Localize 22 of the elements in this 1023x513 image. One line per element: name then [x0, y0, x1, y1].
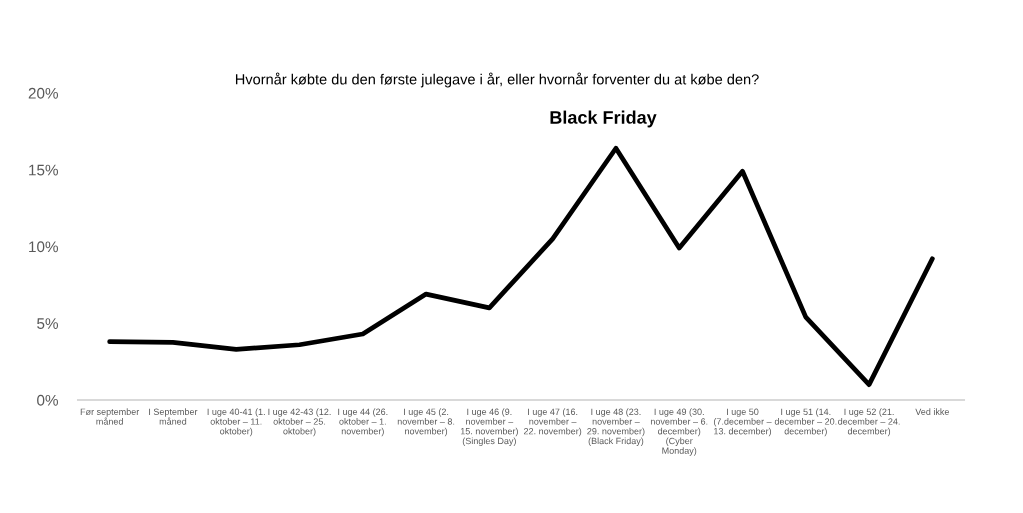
x-tick-label: I uge 47 (16. november – 22. november)	[524, 408, 582, 437]
x-tick-label: I uge 46 (9. november – 15. november) (Singles Day)	[460, 408, 518, 446]
y-tick-label: 10%	[29, 241, 59, 253]
x-tick-label: I uge 50 (7.december – 13. december)	[713, 408, 772, 437]
x-tick-label: I uge 40-41 (1. oktober – 11. oktober)	[207, 408, 265, 437]
x-tick-label: I uge 52 (21. december – 24. december)	[838, 408, 900, 437]
x-tick-label: I uge 49 (30. november – 6. december) (Cyber Monday)	[650, 408, 708, 456]
x-tick-label: Ved ikke	[915, 408, 950, 415]
x-tick-label: I uge 51 (14. december – 20. december)	[774, 408, 837, 437]
x-tick-label: Før september måned	[80, 408, 140, 425]
y-tick-label: 20%	[28, 87, 59, 99]
x-tick-label: I September måned	[149, 408, 198, 425]
y-tick-label: 5%	[37, 318, 59, 329]
y-tick-label: 15%	[29, 164, 59, 176]
y-tick-label: 0%	[37, 394, 59, 406]
annotation: Black Friday	[550, 110, 657, 128]
x-tick-label: I uge 45 (2. november – 8. november)	[397, 408, 455, 437]
line-series	[107, 145, 935, 388]
chart-title: Hvornår købte du den første julegave i år, eller hvornår forventer du at købe den?	[235, 72, 759, 88]
x-tick-label: I uge 48 (23. november – 29. november) (Black Friday)	[587, 408, 645, 446]
x-tick-label: I uge 44 (26. oktober – 1. november)	[338, 408, 388, 437]
x-tick-label: I uge 42-43 (12. oktober – 25. oktober)	[268, 408, 331, 437]
